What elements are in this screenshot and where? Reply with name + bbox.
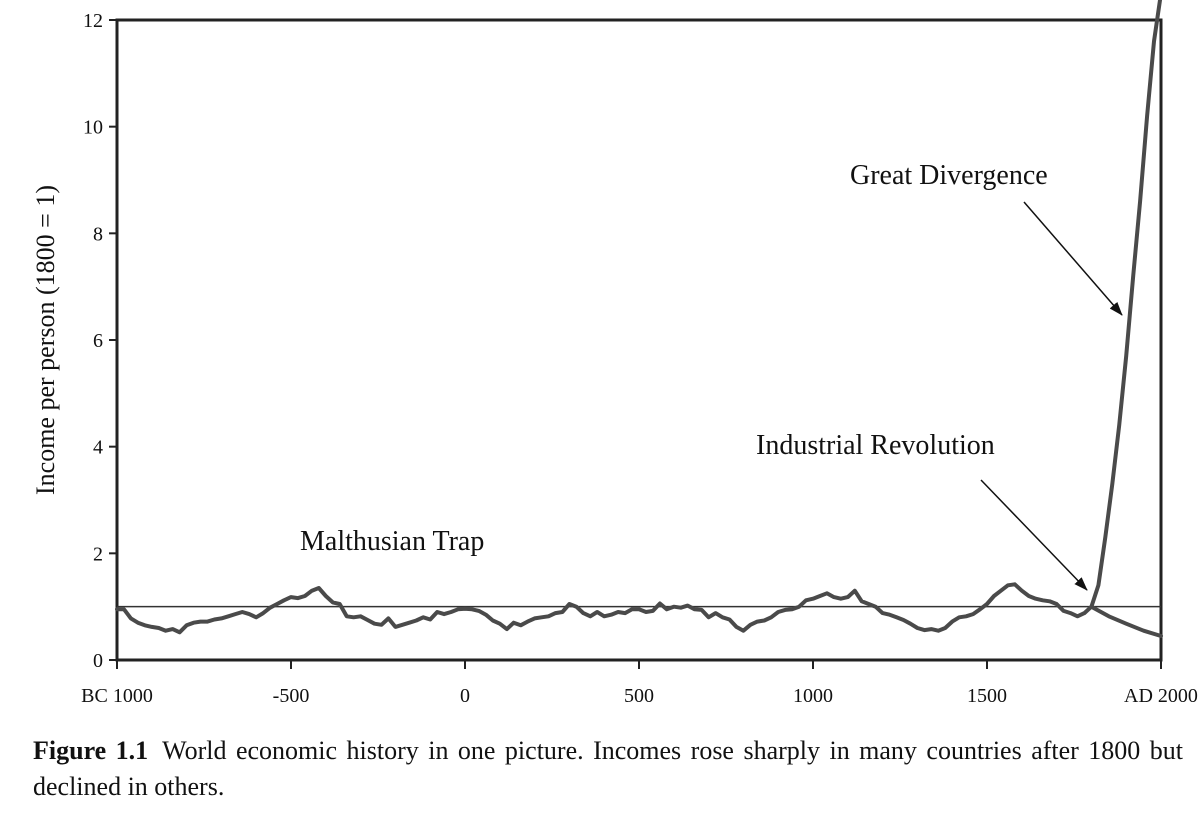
income-line-rising-after-1800 <box>1089 0 1163 609</box>
x-tick-label: AD 2000 <box>1124 685 1198 707</box>
annotation-great-divergence: Great Divergence <box>850 160 1048 191</box>
y-axis-label: Income per person (1800 = 1) <box>31 185 60 495</box>
y-tick-label: 10 <box>83 117 103 139</box>
x-tick-label: 500 <box>624 685 654 707</box>
x-tick-label: 0 <box>460 685 470 707</box>
income-line-chart: 0 2 4 6 8 10 12 BC 1000 -500 0 500 1000 1500 AD 2000… <box>31 0 1198 707</box>
figure-caption: Figure 1.1 World economic history in one … <box>33 733 1183 805</box>
annotation-malthusian-trap: Malthusian Trap <box>300 526 484 557</box>
x-tick-label: 1500 <box>967 685 1007 707</box>
income-line-pre-1800 <box>115 582 1094 635</box>
income-line-declining-after-1800 <box>1089 604 1163 638</box>
y-tick-label: 6 <box>93 330 103 352</box>
x-tick-label: BC 1000 <box>81 685 153 707</box>
figure-caption-text: World economic history in one picture. I… <box>33 736 1183 801</box>
x-tick-label: 1000 <box>793 685 833 707</box>
annotation-industrial-revolution: Industrial Revolution <box>756 430 995 461</box>
y-tick-label: 4 <box>93 437 103 459</box>
y-tick-label: 2 <box>93 543 103 565</box>
y-tick-label: 8 <box>93 223 103 245</box>
arrow-industrial-revolution <box>980 479 1088 591</box>
figure-label: Figure 1.1 <box>33 736 149 765</box>
y-tick-label: 12 <box>83 10 103 32</box>
data-series <box>115 0 1163 638</box>
y-axis: 0 2 4 6 8 10 12 <box>83 10 117 672</box>
x-tick-label: -500 <box>273 685 310 707</box>
y-tick-label: 0 <box>93 650 103 672</box>
plot-area-frame <box>115 18 1163 662</box>
arrow-great-divergence <box>1023 201 1123 316</box>
x-axis: BC 1000 -500 0 500 1000 1500 AD 2000 <box>81 660 1198 707</box>
